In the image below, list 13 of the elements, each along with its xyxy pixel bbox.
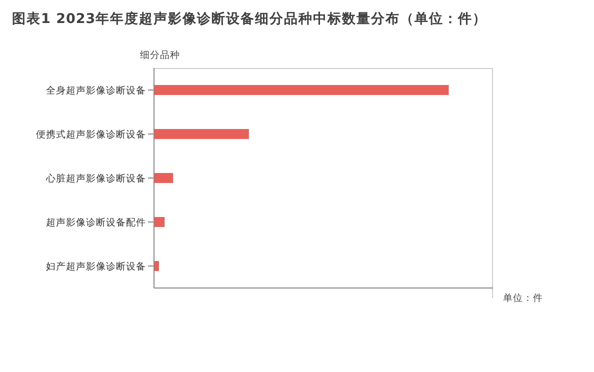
y-tick-label: 超声影像诊断设备配件 (46, 216, 146, 228)
bar (154, 85, 449, 95)
bar (154, 129, 249, 139)
y-axis-title: 细分品种 (140, 49, 180, 62)
y-tick-label: 妇产超声影像诊断设备 (46, 260, 146, 272)
text: 单位：件 (503, 292, 543, 305)
y-tick-label: 心脏超声影像诊断设备 (45, 172, 146, 184)
chart-title: 图表1 2023年年度超声影像诊断设备细分品种中标数量分布（单位：件） (12, 10, 488, 28)
bar (154, 173, 174, 183)
y-tick-label: 全身超声影像诊断设备 (46, 84, 146, 96)
bar (154, 217, 165, 227)
bar (154, 261, 160, 271)
y-tick-label: 便携式超声影像诊断设备 (36, 128, 146, 140)
